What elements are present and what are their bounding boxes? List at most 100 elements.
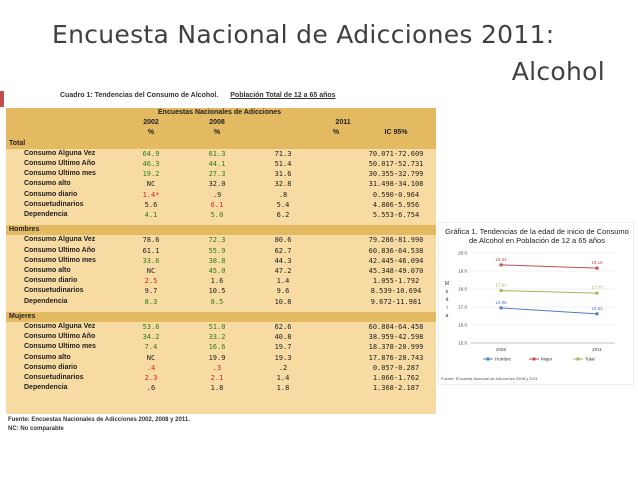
data-label: 19.34 [495,257,507,262]
value-2002: 34.2 [142,333,160,342]
legend-marker [486,357,490,361]
value-2011: .8 [278,190,288,199]
value-ic95: 1.055-1.792 [372,277,420,286]
value-2008: 8.5 [210,297,224,306]
empty-cell [316,246,356,256]
legend-marker [532,357,536,361]
value-2008: 38.8 [208,256,226,265]
empty-cell [316,286,356,296]
value-ic95: 17.876-20.743 [368,353,424,362]
section-label: Mujeres [6,311,437,323]
y-axis-label-char: i [446,305,447,311]
value-2002: 2.5 [144,277,158,286]
value-2008: 6.1 [210,200,224,209]
accent-bar [0,91,4,107]
value-2002: 61.1 [142,246,160,255]
value-2002: 64.9 [142,149,160,158]
empty-cell [316,200,356,210]
empty-cell [316,332,356,342]
y-axis-label-char: a [446,313,449,319]
section-label: Total [6,138,437,149]
value-2008: 1.8 [210,384,224,393]
table-row: Consumo alto NC 19.9 19.3 17.876-20.743 [6,353,436,363]
value-2008: 2.1 [210,374,224,383]
table-row: Consumo alto NC 45.0 47.2 45.348-49.070 [6,266,436,276]
value-2002: 19.2 [142,170,160,179]
table-row: Consumo diario 1.4* .9 .8 0.590-0.964 [6,190,436,200]
slide-title: Encuesta Nacional de Adicciones 2011: Al… [52,16,607,90]
value-2008: 51.0 [208,323,226,332]
y-axis-label-char: d [446,297,449,303]
table-row: Consumo diario .4 .3 .2 0.057-0.287 [6,363,436,373]
value-2008: 45.0 [208,267,226,276]
value-2011: 71.3 [274,149,292,158]
value-2011: 1.4 [276,277,290,286]
series-line-hombre [500,307,598,315]
fuente-note: Fuente: Encuestas Nacionales de Adiccion… [8,417,190,423]
value-2002: 78.6 [142,236,160,245]
value-2002: 7.4 [144,343,158,352]
value-ic95: 42.445-46.094 [368,256,424,265]
value-ic95: 4.806-5.956 [372,200,420,209]
legend-label-mujer: Mujer [541,357,553,362]
chart-title: Gráfica 1. Tendencias de la edad de inic… [445,227,629,245]
value-2002: .4 [146,363,156,372]
table-body: Total Consumo Alguna Vez 64.9 61.3 71.3 70.07… [6,138,437,394]
empty-cell [316,256,356,266]
data-point [595,312,599,316]
table-row: Consumo Último Año 34.2 33.2 40.8 38.959-42.… [6,332,436,342]
slide-title-line2: Alcohol [511,57,605,86]
nc-note: NC: No comparable [8,426,64,432]
value-2008: 72.3 [208,236,226,245]
data-point [595,266,599,270]
value-2008: 55.9 [208,246,226,255]
legend-label-hombre: Hombre [495,357,512,362]
empty-cell [316,169,356,179]
y-tick-label: 17.0 [458,305,467,310]
row-label: Consumo Último Año [24,333,96,341]
empty-cell [316,373,356,383]
legend-label-total: Total [585,357,595,362]
value-2011: 5.4 [276,200,290,209]
value-2008: .3 [212,363,222,372]
value-2011: 80.6 [274,236,292,245]
empty-cell [316,353,356,363]
row-label: Consumo diario [24,190,78,198]
table-row: Consumo Último mes 19.2 27.3 31.6 30.355-32.… [6,169,436,179]
value-ic95: 9.672-11.981 [370,297,422,306]
row-label: Consumo Alguna Vez [24,149,96,157]
table-row: Consumo diario 2.5 1.6 1.4 1.055-1.792 [6,276,436,286]
data-table-panel: Encuestas Nacionales de Adicciones 2002 … [6,108,437,414]
table-row: Dependencia .6 1.8 1.8 1.368-2.187 [6,383,436,393]
row-label: Dependencia [24,211,68,219]
value-2002: NC [146,180,156,189]
x-tick-label: 2008 [496,347,507,352]
table-notes: Fuente: Encuestas Nacionales de Adiccion… [8,416,190,434]
group-header: Encuestas Nacionales de Adicciones [118,108,437,119]
value-2011: 6.2 [276,211,290,220]
value-ic95: 60.804-64.458 [368,323,424,332]
cuadro-poblacion: Población Total de 12 a 65 años [230,92,336,99]
table-row: Dependencia 8.3 8.5 10.8 9.672-11.981 [6,297,436,307]
empty-cell [316,342,356,352]
table-row: Consumo Alguna Vez 64.9 61.3 71.3 70.071-72.… [6,149,436,159]
value-ic95: 31.498-34.108 [368,180,424,189]
section-row-mujeres: Mujeres [6,311,437,323]
value-ic95: 1.368-2.187 [372,384,420,393]
table-row: Consumo Alguna Vez 53.6 51.0 62.6 60.804-64.… [6,322,436,332]
value-2011: 31.6 [274,170,292,179]
value-2011: 1.8 [276,384,290,393]
cuadro-title-text: Cuadro 1: Tendencias del Consumo de Alco… [60,92,219,99]
data-label: 17.91 [495,283,507,288]
value-2011: 40.8 [274,333,292,342]
value-2011: .2 [278,363,288,372]
chart-source: Fuente: Encuesta Nacional de Adicciones … [441,376,538,381]
row-label: Consumo Último Año [24,246,96,254]
empty-cell [316,266,356,276]
table-row: Consuetudinarios 9.7 10.5 9.6 8.539-10.694 [6,286,436,296]
value-2002: 9.7 [144,287,158,296]
empty-cell [316,149,356,159]
row-label: Consumo Alguna Vez [24,236,96,244]
row-label: Consumo Último mes [24,170,96,178]
